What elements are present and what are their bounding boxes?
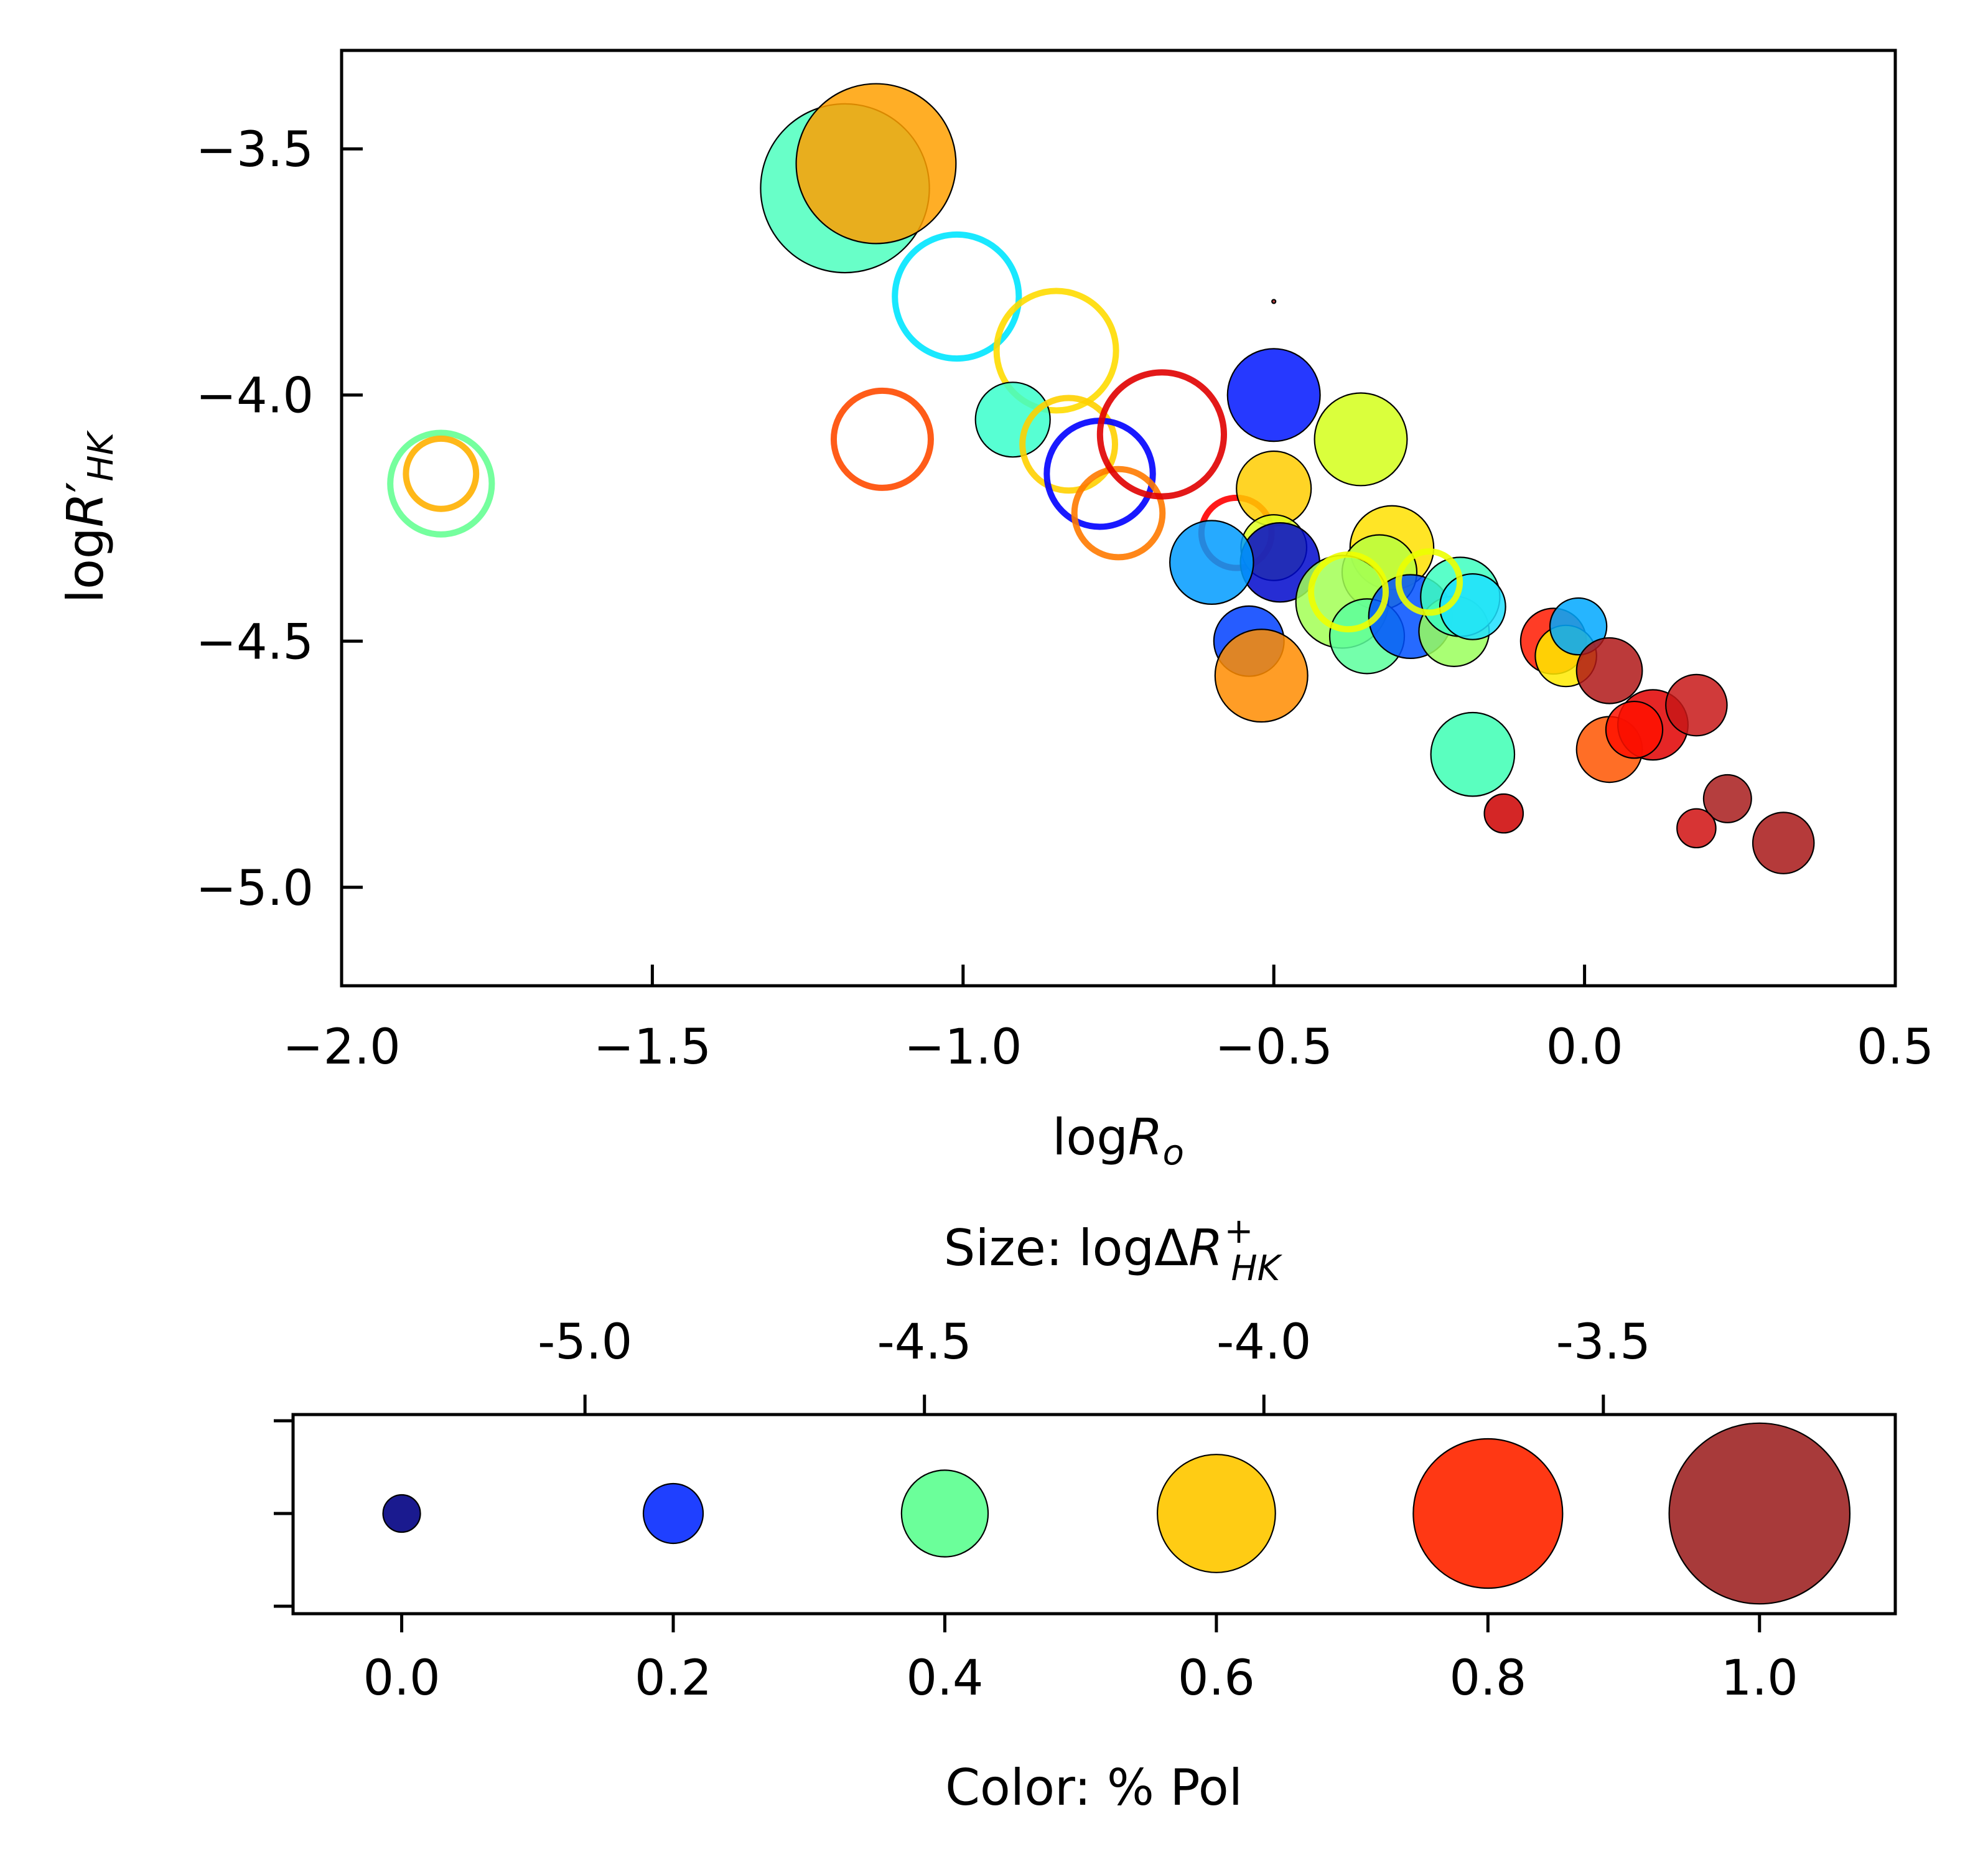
data-point-open (1071, 466, 1166, 561)
y-tick-label: −4.0 (196, 368, 314, 424)
key-points (382, 1422, 1851, 1605)
data-point (1676, 808, 1717, 849)
data-point-open (993, 288, 1119, 414)
data-point (1665, 673, 1728, 737)
main-x-ticks: −2.0 −1.5 −1.0 −0.5 0.0 0.5 (282, 965, 1934, 1075)
x-tick-label: −2.0 (282, 1019, 400, 1075)
x-axis-label: logRo (1052, 1108, 1184, 1173)
data-point (1214, 629, 1309, 723)
key-top-tick-label: -3.5 (1556, 1314, 1651, 1370)
key-top-tick-label: -4.0 (1216, 1314, 1311, 1370)
data-point (1702, 774, 1752, 823)
x-tick-label: −1.5 (594, 1019, 711, 1075)
key-point (382, 1494, 421, 1533)
data-point-open (387, 429, 495, 538)
data-point-open (1096, 369, 1228, 500)
data-point (1752, 812, 1815, 874)
data-point-open (892, 231, 1022, 362)
key-x-tick-label: 1.0 (1721, 1650, 1798, 1706)
main-y-ticks: −3.5 −4.0 −4.5 −5.0 (196, 122, 363, 917)
y-axis-label: logR′HK (57, 429, 121, 603)
main-points (387, 83, 1815, 874)
key-top-ticks: -5.0 -4.5 -4.0 -3.5 (538, 1314, 1651, 1415)
data-point (795, 83, 957, 245)
data-point (1549, 597, 1608, 656)
key-point (1156, 1454, 1276, 1573)
data-point-open (1308, 551, 1389, 633)
data-point-open (830, 387, 934, 491)
data-point-open (1019, 395, 1118, 494)
data-point-open (1395, 548, 1463, 616)
x-tick-label: 0.0 (1546, 1019, 1623, 1075)
data-point (1605, 700, 1664, 759)
key-point (1412, 1438, 1564, 1589)
data-point (1169, 520, 1254, 605)
data-point (1575, 637, 1643, 704)
data-point (974, 381, 1051, 458)
key-x-tick-label: 0.8 (1449, 1650, 1526, 1706)
key-x-ticks: 0.0 0.2 0.4 0.6 0.8 1.0 (363, 1614, 1798, 1706)
key-point (900, 1469, 989, 1558)
key-top-tick-label: -4.5 (877, 1314, 972, 1370)
key-point (642, 1482, 704, 1545)
data-point (1226, 348, 1321, 442)
data-point (1483, 793, 1524, 834)
y-tick-label: −5.0 (196, 861, 314, 917)
key-x-tick-label: 0.2 (635, 1650, 712, 1706)
key-left-ticks (274, 1419, 293, 1608)
x-tick-label: 0.5 (1857, 1019, 1934, 1075)
data-point-open (403, 435, 480, 512)
key-x-axis-label: Color: % Pol (945, 1759, 1243, 1817)
main-plot-frame (340, 49, 1897, 988)
y-tick-label: −4.5 (196, 614, 314, 670)
size-color-key-panel: Size: logΔR+ HK 0.0 0.2 0.4 0.6 0.8 1.0 -5.0 -4… (274, 1211, 1897, 1817)
key-x-tick-label: 0.6 (1178, 1650, 1255, 1706)
key-x-tick-label: 0.4 (906, 1650, 983, 1706)
main-scatter-panel: −2.0 −1.5 −1.0 −0.5 0.0 0.5 −3.5−4.0−4.5−5.0 … (57, 49, 1934, 1173)
data-point (1314, 392, 1408, 487)
key-top-tick-label: -5.0 (538, 1314, 632, 1370)
x-tick-label: −1.0 (904, 1019, 1022, 1075)
data-point (1271, 299, 1277, 304)
x-tick-label: −0.5 (1215, 1019, 1332, 1075)
y-tick-label: −3.5 (196, 122, 314, 178)
key-x-tick-label: 0.0 (363, 1650, 441, 1706)
key-point (1668, 1422, 1851, 1605)
data-point (1430, 711, 1516, 797)
